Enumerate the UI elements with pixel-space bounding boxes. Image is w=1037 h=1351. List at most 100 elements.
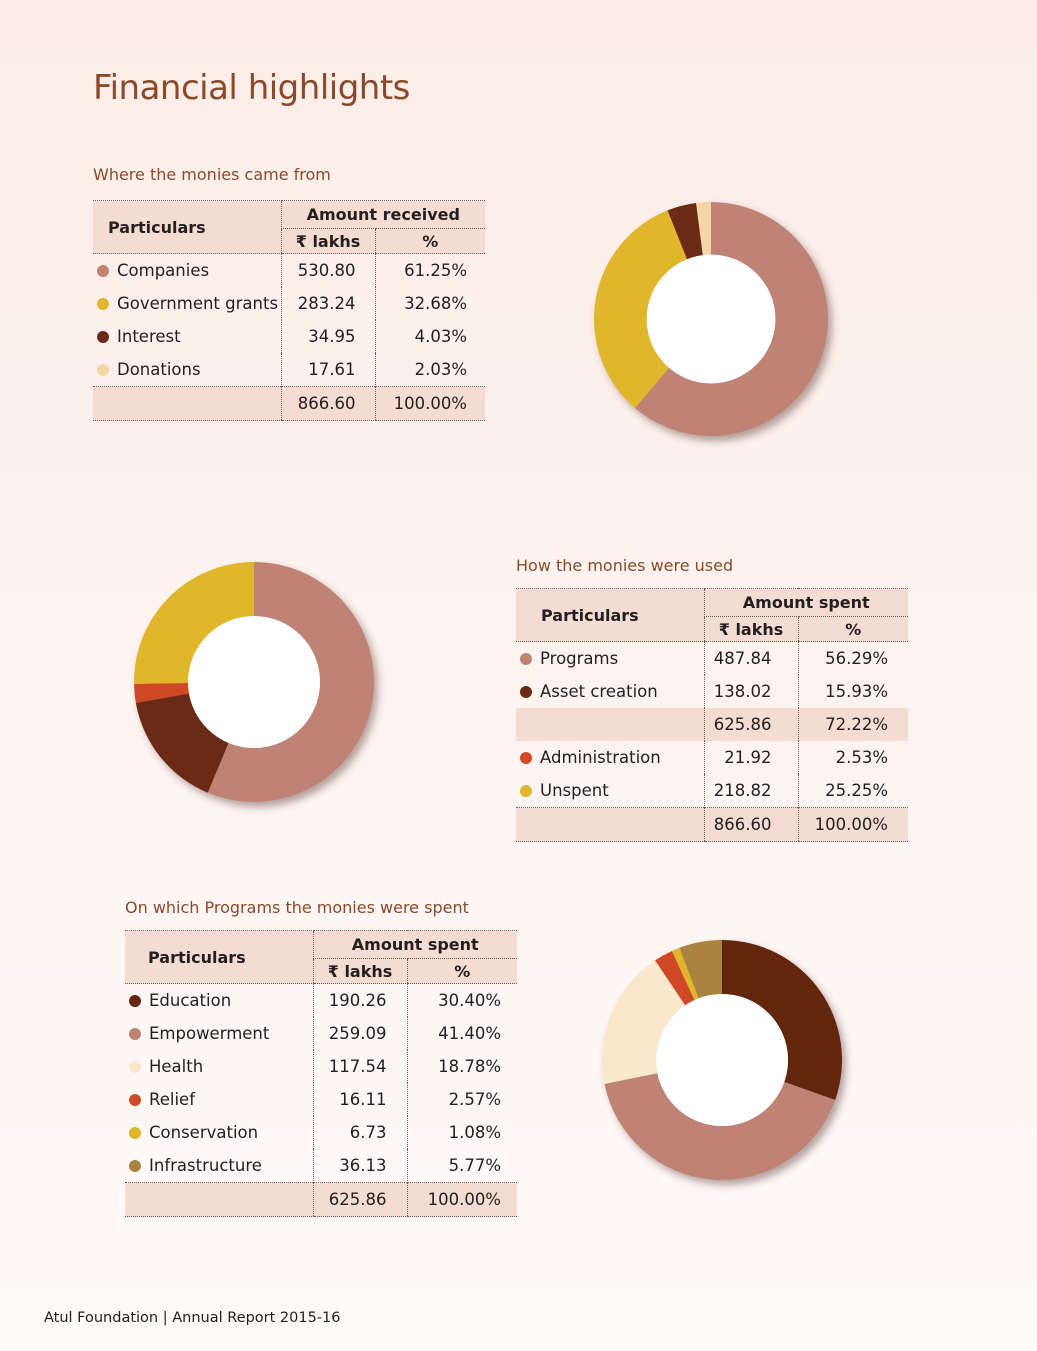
percent-cell: 32.68% [375, 287, 485, 320]
percent-cell: 100.00% [375, 387, 485, 421]
table-row: Education 190.26 30.40% [125, 984, 517, 1018]
row-label-cell [125, 1183, 313, 1217]
col-lakhs-label: lakhs [735, 620, 783, 639]
row-label-cell [93, 387, 281, 421]
footer-report: Annual Report 2015-16 [172, 1310, 340, 1326]
percent-cell: 72.22% [798, 708, 908, 741]
col-lakhs: ₹ lakhs [704, 617, 798, 642]
rupee-icon: ₹ [719, 620, 730, 639]
lakhs-cell: 487.84 [704, 642, 798, 676]
expenditure-table: Particulars Amount spent ₹ lakhs % Progr… [516, 588, 908, 842]
row-label-cell: Education [125, 984, 313, 1018]
donut-hole [647, 255, 776, 384]
expenditure-donut-chart [130, 558, 386, 814]
row-label: Donations [117, 360, 201, 379]
col-particulars: Particulars [125, 931, 313, 984]
lakhs-cell: 625.86 [704, 708, 798, 741]
row-label-cell: Infrastructure [125, 1149, 313, 1183]
rupee-icon: ₹ [328, 962, 339, 981]
row-label-cell: Conservation [125, 1116, 313, 1149]
rupee-icon: ₹ [296, 232, 307, 251]
total-row: 866.60 100.00% [93, 387, 485, 421]
row-label-cell: Empowerment [125, 1017, 313, 1050]
row-label: Health [149, 1057, 203, 1076]
lakhs-cell: 21.92 [704, 741, 798, 774]
row-label: Companies [117, 261, 209, 280]
table-row: Infrastructure 36.13 5.77% [125, 1149, 517, 1183]
table-row: Interest 34.95 4.03% [93, 320, 485, 353]
lakhs-cell: 34.95 [281, 320, 375, 353]
col-amount-group: Amount received [281, 201, 485, 229]
row-label-cell: Government grants [93, 287, 281, 320]
row-label-cell: Donations [93, 353, 281, 387]
legend-dot-icon [97, 331, 109, 343]
table-row: Conservation 6.73 1.08% [125, 1116, 517, 1149]
programs-donut-chart [598, 936, 854, 1192]
lakhs-cell: 866.60 [281, 387, 375, 421]
lakhs-cell: 259.09 [313, 1017, 407, 1050]
row-label-cell: Unspent [516, 774, 704, 808]
row-label: Infrastructure [149, 1156, 262, 1175]
percent-cell: 56.29% [798, 642, 908, 676]
row-label: Administration [540, 748, 661, 767]
section-title-programs: On which Programs the monies were spent [125, 898, 469, 917]
row-label-cell: Programs [516, 642, 704, 676]
table-row: Donations 17.61 2.03% [93, 353, 485, 387]
legend-dot-icon [129, 1160, 141, 1172]
income-donut-chart [590, 198, 840, 448]
lakhs-cell: 36.13 [313, 1149, 407, 1183]
footer: Atul Foundation | Annual Report 2015-16 [44, 1310, 341, 1326]
row-label: Empowerment [149, 1024, 269, 1043]
legend-dot-icon [129, 1028, 141, 1040]
percent-cell: 1.08% [407, 1116, 517, 1149]
legend-dot-icon [520, 785, 532, 797]
legend-dot-icon [97, 265, 109, 277]
lakhs-cell: 866.60 [704, 808, 798, 842]
page-title: Financial highlights [93, 68, 410, 108]
row-label-cell: Administration [516, 741, 704, 774]
programs-table: Particulars Amount spent ₹ lakhs % Educa… [125, 930, 517, 1217]
percent-cell: 61.25% [375, 254, 485, 288]
row-label: Government grants [117, 294, 278, 313]
total-row: 625.86 100.00% [125, 1183, 517, 1217]
table-row: Government grants 283.24 32.68% [93, 287, 485, 320]
col-particulars: Particulars [516, 589, 704, 642]
row-label-cell: Companies [93, 254, 281, 288]
percent-cell: 100.00% [798, 808, 908, 842]
section-title-expenditure: How the monies were used [516, 556, 733, 575]
total-row: 866.60 100.00% [516, 808, 908, 842]
row-label-cell: Health [125, 1050, 313, 1083]
row-label-cell: Relief [125, 1083, 313, 1116]
row-label: Interest [117, 327, 181, 346]
col-lakhs: ₹ lakhs [281, 229, 375, 254]
row-label-cell [516, 808, 704, 842]
col-percent: % [798, 617, 908, 642]
legend-dot-icon [129, 1127, 141, 1139]
lakhs-cell: 190.26 [313, 984, 407, 1018]
lakhs-cell: 625.86 [313, 1183, 407, 1217]
row-label-cell [516, 708, 704, 741]
col-particulars: Particulars [93, 201, 281, 254]
col-percent: % [375, 229, 485, 254]
percent-cell: 100.00% [407, 1183, 517, 1217]
lakhs-cell: 218.82 [704, 774, 798, 808]
table-row: Programs 487.84 56.29% [516, 642, 908, 676]
lakhs-cell: 138.02 [704, 675, 798, 708]
section-title-income: Where the monies came from [93, 165, 331, 184]
percent-cell: 15.93% [798, 675, 908, 708]
percent-cell: 5.77% [407, 1149, 517, 1183]
percent-cell: 2.57% [407, 1083, 517, 1116]
income-table: Particulars Amount received ₹ lakhs % Co… [93, 200, 485, 421]
lakhs-cell: 530.80 [281, 254, 375, 288]
legend-dot-icon [129, 1061, 141, 1073]
lakhs-cell: 16.11 [313, 1083, 407, 1116]
row-label: Education [149, 991, 231, 1010]
legend-dot-icon [97, 298, 109, 310]
row-label: Conservation [149, 1123, 258, 1142]
table-row: Unspent 218.82 25.25% [516, 774, 908, 808]
table-row: Asset creation 138.02 15.93% [516, 675, 908, 708]
row-label: Programs [540, 649, 618, 668]
lakhs-cell: 117.54 [313, 1050, 407, 1083]
col-lakhs-label: lakhs [344, 962, 392, 981]
percent-cell: 2.53% [798, 741, 908, 774]
